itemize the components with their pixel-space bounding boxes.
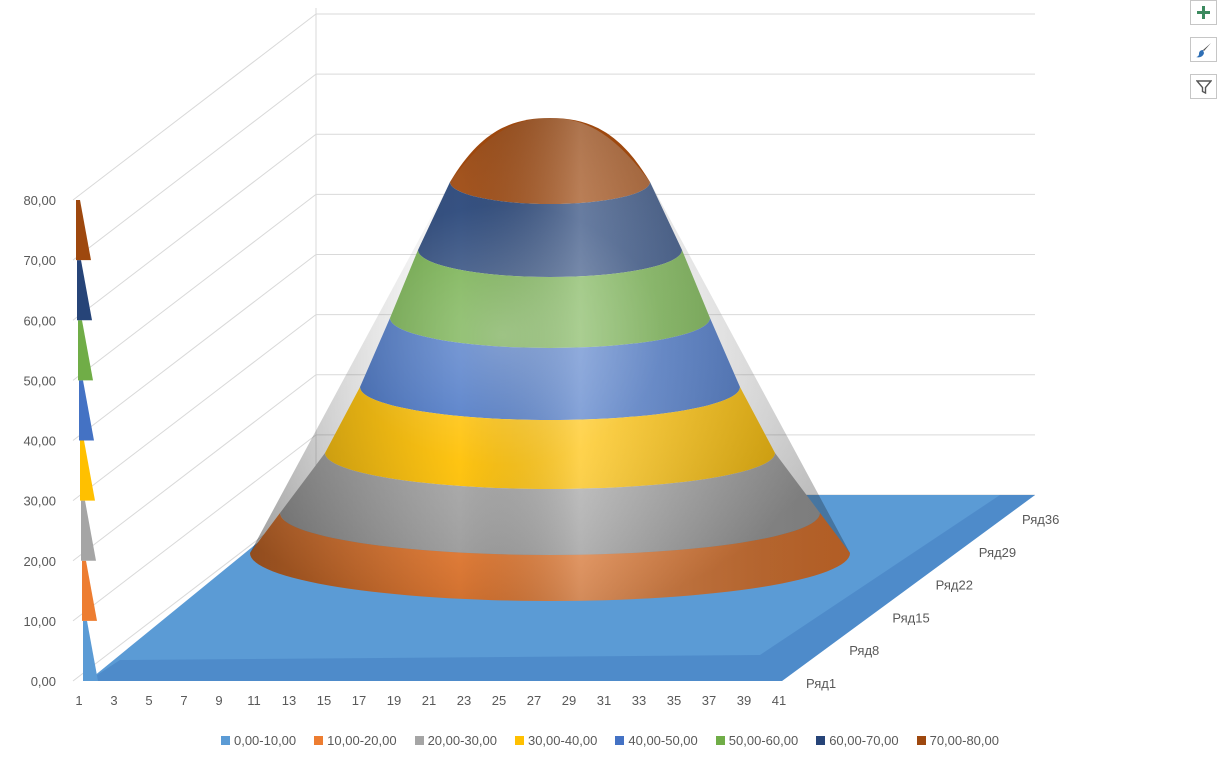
legend-item: 50,00-60,00 — [715, 733, 799, 748]
edge-band-2 — [81, 500, 96, 561]
legend-item: 60,00-70,00 — [816, 733, 899, 748]
z-tick-label: 30,00 — [23, 494, 56, 509]
hill-highlight — [250, 118, 850, 601]
legend: 0,00-10,00 10,00-20,00 20,00-30,00 30,00-40… — [0, 733, 1220, 748]
legend-swatch — [816, 736, 826, 745]
legend-label: 40,00-50,00 — [628, 733, 698, 748]
edge-band-6 — [77, 260, 92, 321]
x-tick-label: 7 — [180, 693, 187, 708]
edge-band-3 — [80, 440, 95, 501]
x-tick-label: 15 — [317, 693, 331, 708]
legend-item: 30,00-40,00 — [514, 733, 598, 748]
legend-item: 0,00-10,00 — [220, 733, 297, 748]
x-tick-label: 29 — [562, 693, 576, 708]
edge-band-7 — [76, 200, 91, 261]
x-tick-label: 23 — [457, 693, 471, 708]
x-tick-label: 19 — [387, 693, 401, 708]
z-tick-label: 50,00 — [23, 373, 56, 388]
edge-band-4 — [79, 380, 94, 441]
x-tick-label: 11 — [247, 693, 261, 708]
legend-item: 20,00-30,00 — [414, 733, 497, 748]
legend-label: 70,00-80,00 — [929, 733, 999, 748]
x-tick-label: 37 — [702, 693, 716, 708]
z-tick-label: 70,00 — [23, 253, 56, 268]
legend-swatch — [220, 736, 230, 745]
legend-swatch — [615, 736, 625, 745]
depth-tick-label: Ряд1 — [806, 676, 836, 691]
depth-tick-label: Ряд22 — [936, 578, 973, 593]
legend-label: 60,00-70,00 — [829, 733, 899, 748]
edge-band-1 — [82, 560, 97, 621]
depth-tick-label: Ряд8 — [849, 643, 879, 658]
x-tick-label: 39 — [737, 693, 751, 708]
legend-swatch — [514, 736, 524, 745]
x-tick-label: 27 — [527, 693, 541, 708]
depth-tick-label: Ряд29 — [979, 545, 1016, 560]
z-tick-label: 40,00 — [23, 434, 56, 449]
depth-tick-label: Ряд15 — [892, 610, 929, 625]
legend-label: 0,00-10,00 — [233, 733, 297, 748]
x-tick-label: 17 — [352, 693, 366, 708]
x-tick-label: 5 — [145, 693, 152, 708]
chart-filters-button[interactable] — [1190, 74, 1217, 99]
x-tick-label: 33 — [632, 693, 646, 708]
x-tick-label: 31 — [597, 693, 611, 708]
z-tick-label: 0,00 — [31, 674, 56, 689]
edge-band-0 — [83, 620, 98, 681]
surface-floor-shade — [88, 495, 1035, 681]
legend-swatch — [414, 736, 424, 745]
legend-label: 10,00-20,00 — [327, 733, 397, 748]
legend-swatch — [715, 736, 725, 745]
z-tick-label: 60,00 — [23, 313, 56, 328]
z-tick-label: 20,00 — [23, 554, 56, 569]
legend-item: 70,00-80,00 — [916, 733, 999, 748]
add-chart-element-button[interactable] — [1190, 0, 1217, 25]
legend-label: 30,00-40,00 — [527, 733, 598, 748]
plus-icon — [1197, 6, 1210, 19]
z-tick-label: 80,00 — [23, 193, 56, 208]
x-tick-label: 3 — [110, 693, 117, 708]
x-tick-label: 9 — [215, 693, 222, 708]
x-tick-label: 35 — [667, 693, 681, 708]
x-tick-label: 13 — [282, 693, 296, 708]
legend-label: 20,00-30,00 — [427, 733, 497, 748]
edge-band-5 — [78, 320, 93, 381]
depth-tick-label: Ряд36 — [1022, 512, 1059, 527]
x-tick-label: 25 — [492, 693, 506, 708]
legend-item: 10,00-20,00 — [314, 733, 397, 748]
legend-swatch — [314, 736, 324, 745]
x-tick-label: 41 — [772, 693, 786, 708]
legend-item: 40,00-50,00 — [615, 733, 698, 748]
chart-styles-button[interactable] — [1190, 37, 1217, 62]
paintbrush-icon — [1195, 42, 1211, 57]
x-tick-label: 21 — [422, 693, 436, 708]
z-tick-label: 10,00 — [23, 614, 56, 629]
x-tick-label: 1 — [75, 693, 82, 708]
legend-swatch — [916, 736, 926, 745]
legend-label: 50,00-60,00 — [728, 733, 799, 748]
filter-icon — [1195, 79, 1212, 94]
